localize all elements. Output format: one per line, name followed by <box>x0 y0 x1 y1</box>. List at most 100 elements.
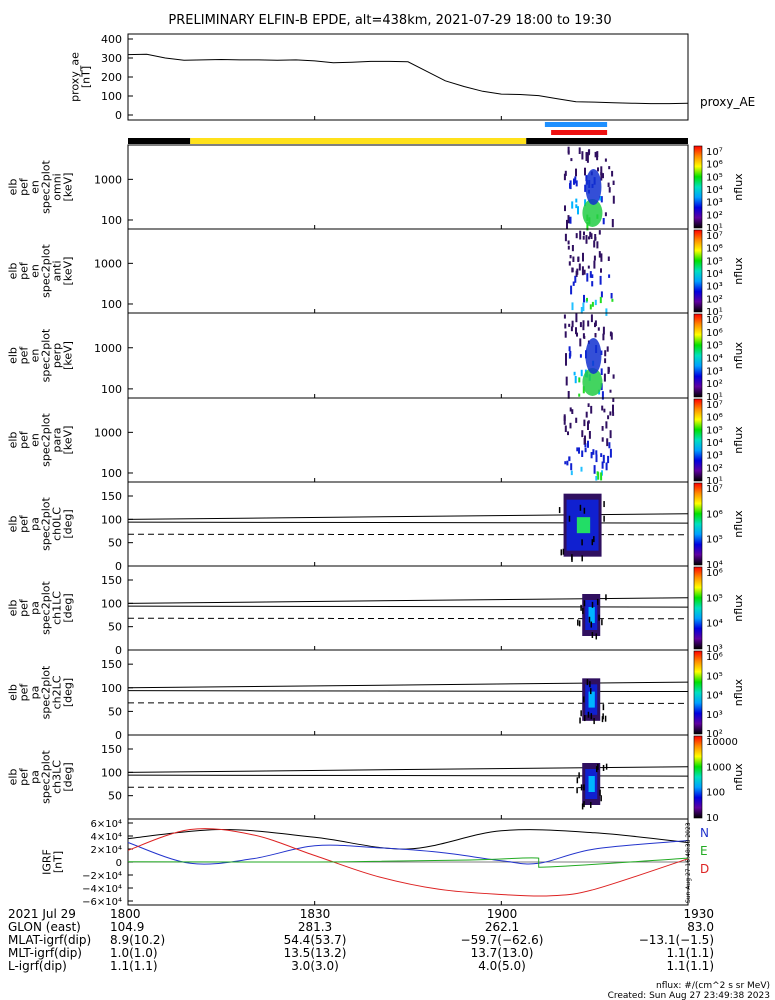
spectrogram-pixel <box>599 296 602 304</box>
axis-label-line: spec2plot <box>40 497 53 551</box>
orbit-row-value: 1900 <box>487 907 518 921</box>
spectrogram-pixel <box>605 763 608 770</box>
spectrogram-pixel <box>564 425 567 432</box>
spectrogram-pixel <box>582 333 585 339</box>
spectrogram-pixel <box>578 377 581 383</box>
spectrogram-pixel <box>608 274 611 278</box>
spectrogram-pixel <box>569 216 572 224</box>
spectrogram-pixel <box>591 301 594 307</box>
colorbar-label: nflux <box>732 510 745 538</box>
plot-title: PRELIMINARY ELFIN-B EPDE, alt=438km, 202… <box>168 13 611 28</box>
ch1LC-frame <box>127 565 689 651</box>
spectrogram-pixel <box>581 555 583 562</box>
spectrogram-pixel <box>603 515 605 522</box>
spectrogram-pixel <box>583 231 585 236</box>
spectrogram-pixel <box>571 555 573 562</box>
colorbar-tick-label: 10² <box>706 379 723 390</box>
axis-label-line: [deg] <box>62 509 75 538</box>
spectrogram-pixel <box>568 261 571 266</box>
y-tick-label: 0 <box>115 729 122 742</box>
spectrogram-pixel <box>563 416 566 425</box>
spectrogram-pixel <box>604 715 607 722</box>
axis-label-line: [keV] <box>62 173 75 202</box>
spectrogram-pixel <box>584 167 586 176</box>
axis-label-line: elb <box>7 432 20 449</box>
axis-label-line: ch1LC <box>51 591 64 625</box>
axis-label-line: [nT] <box>52 851 65 873</box>
axis-label-line: omni <box>51 173 64 200</box>
spectrogram-pixel <box>602 454 605 464</box>
orbit-row-value: 54.4(53.7) <box>284 933 347 947</box>
ch0LC-frame <box>127 481 689 567</box>
colorbar-tick-label: 10⁶ <box>706 244 723 255</box>
igrf-series-line <box>127 828 689 897</box>
spectrogram-pixel <box>599 196 602 201</box>
colorbar-tick-label: 10⁷ <box>706 315 723 326</box>
spectrogram-pixel <box>558 507 561 514</box>
colorbar-label: nflux <box>732 763 745 791</box>
axis-label-line: pa <box>29 686 42 700</box>
spectrogram-pixel <box>600 196 603 203</box>
spectrogram-pixel <box>604 212 607 217</box>
spectrogram-pixel <box>593 465 596 474</box>
colorbar-tick-label: 10³ <box>706 451 723 462</box>
spectrogram-pixel <box>582 320 585 327</box>
spectrogram-pixel <box>571 302 574 311</box>
spectrogram-core <box>585 169 602 205</box>
orbit-row-label: MLAT-igrf(dip) <box>8 933 91 947</box>
y-tick-label: 1000 <box>94 426 122 439</box>
axis-label-line: spec2plot <box>40 665 53 719</box>
axis-label-line: pef <box>18 683 31 702</box>
y-tick-label: 2×10⁴ <box>91 845 122 856</box>
spectrogram-pixel <box>578 772 580 779</box>
spectrogram-pixel <box>602 333 605 341</box>
spectrogram-pixel <box>580 466 583 472</box>
colorbar-tick-label: 10⁵ <box>706 341 723 352</box>
y-tick-label: 200 <box>101 71 122 84</box>
axis-label-line: spec2plot <box>40 244 53 298</box>
spectrogram-pixel <box>564 331 567 338</box>
colorbar-tick-label: 10⁶ <box>706 328 723 339</box>
axis-label-line: spec2plot <box>40 328 53 382</box>
loss-cone-line <box>127 774 689 777</box>
orbit-row-label: 2021 Jul 29 <box>8 907 76 921</box>
spectrogram-pixel <box>596 155 599 161</box>
spectrogram-pixel <box>575 417 578 423</box>
spectrogram-pixel <box>580 710 582 717</box>
axis-label-line: elb <box>7 263 20 280</box>
orbit-segment-bar <box>128 138 191 144</box>
spectrogram-pixel <box>583 600 586 607</box>
spectrogram-pixel <box>570 326 573 332</box>
spectrogram-pixel <box>600 453 603 457</box>
spectrogram-core <box>582 199 603 227</box>
axis-label-line: anti <box>51 260 64 281</box>
spectrogram-pixel <box>586 297 588 302</box>
axis-label-line: [deg] <box>62 593 75 622</box>
spectrogram-pixel <box>570 470 573 476</box>
spectrogram-pixel <box>596 151 599 158</box>
orbit-row-value: 1800 <box>110 907 141 921</box>
colorbar-tick-label: 10² <box>706 294 723 305</box>
y-tick-label: 100 <box>101 597 122 610</box>
spectrogram-pixel <box>580 784 583 791</box>
created-note: Created: Sun Aug 27 23:49:38 2023 <box>608 991 770 1000</box>
spectrogram-pixel <box>607 366 610 374</box>
spectrogram-pixel <box>576 787 578 794</box>
colorbar-tick-label: 10⁴ <box>706 354 723 365</box>
spectrogram-pixel <box>586 679 589 686</box>
spectrogram-pixel <box>563 173 566 181</box>
spectrogram-pixel <box>601 405 604 411</box>
axis-label-line: [deg] <box>62 762 75 791</box>
colorbar-tick-label: 10⁵ <box>706 425 723 436</box>
spectrogram-pixel <box>570 285 573 295</box>
spectrogram-pixel <box>602 173 604 179</box>
spectrogram-pixel <box>563 314 566 319</box>
y-tick-label: 150 <box>101 743 122 756</box>
spectrogram-pixel <box>587 403 590 407</box>
spectrogram-pixel <box>612 195 615 204</box>
spectrogram-pixel <box>595 450 598 455</box>
colorbar-tick-label: 10⁴ <box>706 185 723 196</box>
spectrogram-pixel <box>611 298 614 302</box>
spectrogram-pixel <box>582 325 585 331</box>
science-zone-bar-blue <box>544 122 608 127</box>
